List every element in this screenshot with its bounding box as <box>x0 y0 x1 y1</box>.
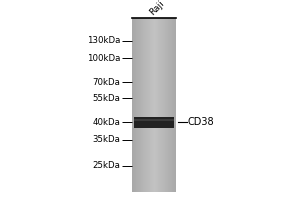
Bar <box>139 18 140 192</box>
Bar <box>160 18 161 192</box>
Bar <box>167 18 168 192</box>
Bar <box>168 18 169 192</box>
Bar <box>175 18 176 192</box>
Bar <box>147 18 148 192</box>
Bar <box>174 18 175 192</box>
Bar <box>170 18 171 192</box>
Bar <box>132 18 133 192</box>
Bar <box>133 18 134 192</box>
Text: 70kDa: 70kDa <box>93 78 121 87</box>
Text: Raji: Raji <box>148 0 166 17</box>
Bar <box>153 18 154 192</box>
Bar <box>171 18 172 192</box>
Bar <box>164 18 165 192</box>
Text: 35kDa: 35kDa <box>93 135 121 144</box>
Bar <box>157 18 158 192</box>
Bar <box>163 18 164 192</box>
Bar <box>152 18 153 192</box>
Bar <box>151 18 152 192</box>
Bar <box>166 18 167 192</box>
Bar <box>141 18 142 192</box>
Bar <box>156 18 157 192</box>
Bar <box>136 18 137 192</box>
Bar <box>146 18 147 192</box>
Bar <box>158 18 159 192</box>
Bar <box>145 18 146 192</box>
Text: 25kDa: 25kDa <box>93 161 121 170</box>
Bar <box>161 18 162 192</box>
Bar <box>134 119 174 121</box>
Bar <box>134 18 135 192</box>
Text: 40kDa: 40kDa <box>93 118 121 127</box>
Bar <box>143 18 144 192</box>
Bar <box>150 18 151 192</box>
Bar <box>148 18 149 192</box>
Bar <box>135 18 136 192</box>
Bar <box>137 18 138 192</box>
Bar <box>144 18 145 192</box>
Bar <box>142 18 143 192</box>
Bar <box>173 18 174 192</box>
Bar <box>159 18 160 192</box>
Bar <box>155 18 156 192</box>
Bar <box>134 117 174 128</box>
Text: CD38: CD38 <box>188 117 214 127</box>
Bar <box>165 18 166 192</box>
Text: 55kDa: 55kDa <box>93 94 121 103</box>
Bar <box>154 18 155 192</box>
Text: 130kDa: 130kDa <box>87 36 121 45</box>
Bar <box>162 18 163 192</box>
Bar <box>169 18 170 192</box>
Bar <box>140 18 141 192</box>
Bar <box>172 18 173 192</box>
Bar <box>149 18 150 192</box>
Bar <box>138 18 139 192</box>
Text: 100kDa: 100kDa <box>87 54 121 63</box>
